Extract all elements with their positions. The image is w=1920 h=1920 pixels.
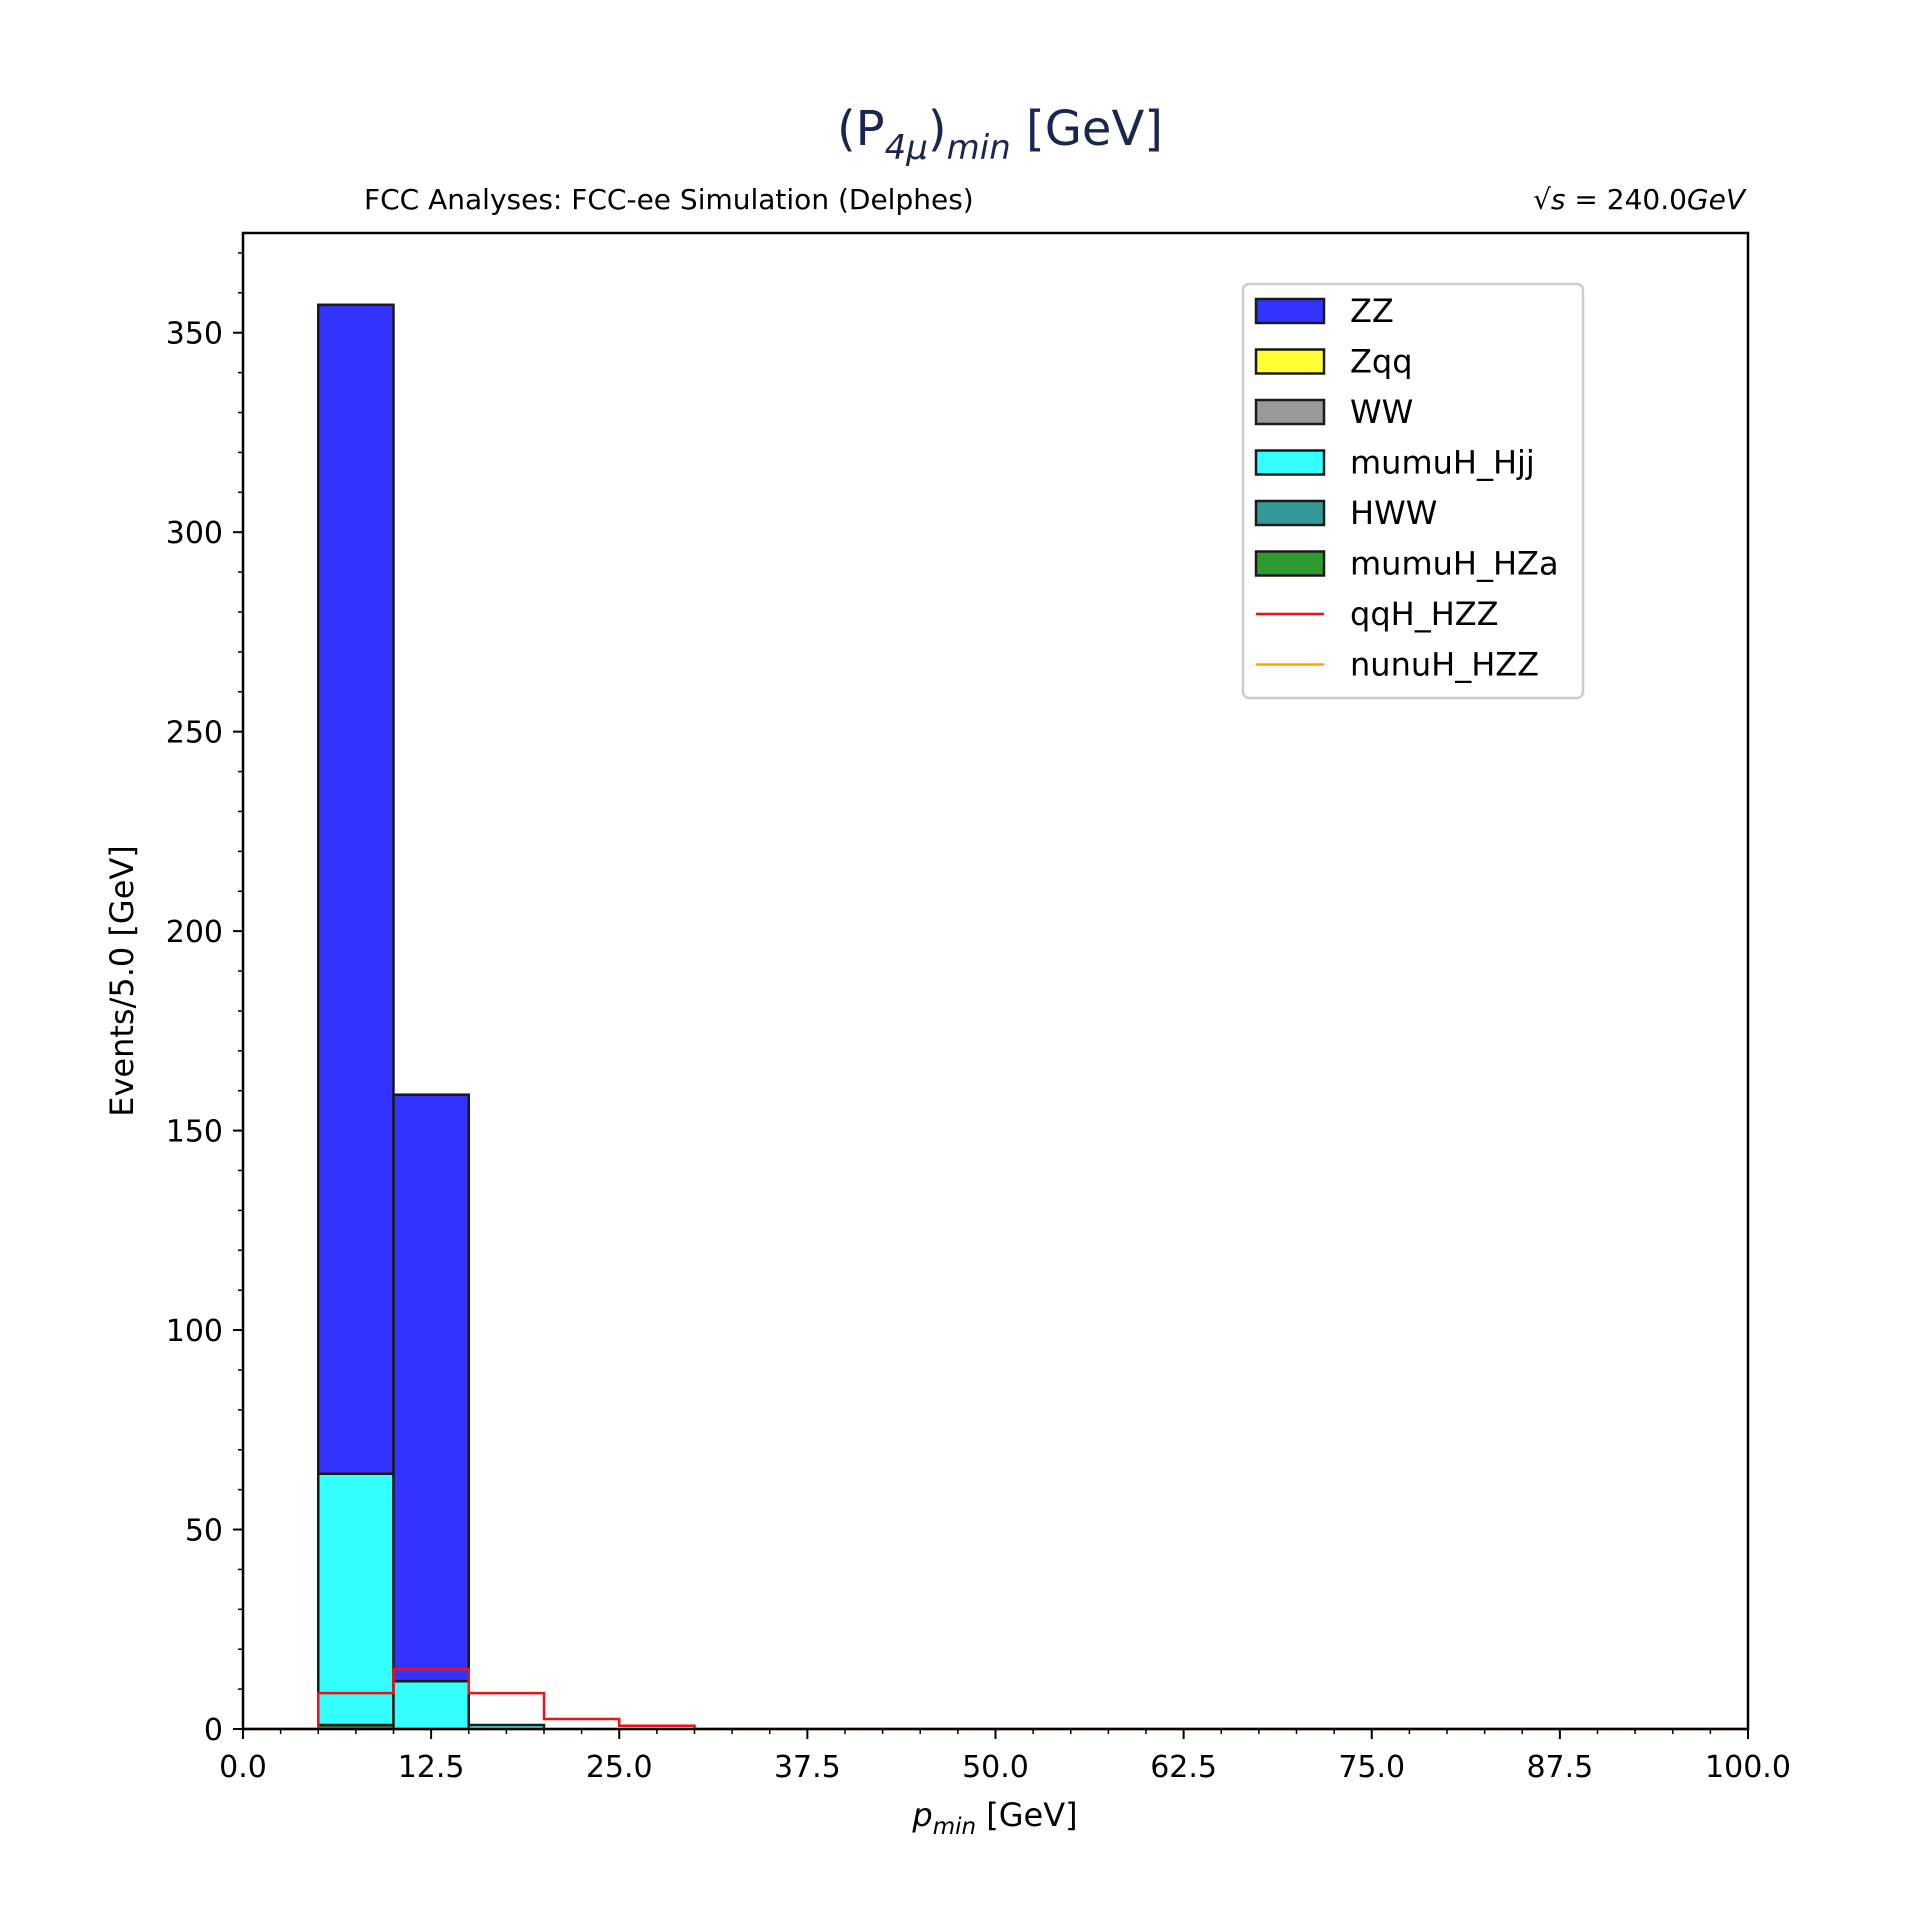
legend-label-Zqq: Zqq <box>1350 343 1413 381</box>
x-tick-label-7: 87.5 <box>1526 1750 1593 1785</box>
x-tick-label-0: 0.0 <box>219 1750 267 1785</box>
y-axis-ticks: 0 50 100 150 200 250 300 350 <box>166 252 243 1748</box>
histogram-bars <box>317 303 546 1731</box>
y-tick-label-2: 100 <box>166 1314 223 1349</box>
x-tick-label-6: 75.0 <box>1338 1750 1405 1785</box>
legend-box <box>1241 282 1585 700</box>
legend-label-nunuH_HZZ: nunuH_HZZ <box>1350 646 1539 684</box>
y-tick-label-1: 50 <box>185 1514 223 1549</box>
y-tick-label-0: 0 <box>204 1713 223 1748</box>
x-axis-label: pmin [GeV] <box>911 1796 1077 1840</box>
y-tick-label-5: 250 <box>166 716 223 751</box>
y-tick-label-3: 150 <box>166 1115 223 1150</box>
x-tick-label-8: 100.0 <box>1705 1750 1791 1785</box>
legend-label-mumuH_HZa: mumuH_HZa <box>1350 545 1559 583</box>
legend-swatch-Zqq <box>1254 348 1326 375</box>
x-tick-label-1: 12.5 <box>398 1750 465 1785</box>
x-tick-label-5: 62.5 <box>1150 1750 1217 1785</box>
legend-swatch-mumuH_HZa <box>1254 550 1326 577</box>
x-tick-label-4: 50.0 <box>962 1750 1029 1785</box>
y-axis-label: Events/5.0 [GeV] <box>103 845 141 1117</box>
series-ZZ <box>317 303 470 1683</box>
bar-mumuH_Hjj-1 <box>317 1472 395 1727</box>
legend-label-ZZ: ZZ <box>1350 292 1394 330</box>
y-tick-label-4: 200 <box>166 915 223 950</box>
x-tick-label-3: 37.5 <box>774 1750 841 1785</box>
subtitle-left: FCC Analyses: FCC-ee Simulation (Delphes… <box>364 183 974 216</box>
x-tick-label-2: 25.0 <box>586 1750 653 1785</box>
chart-title: (P4μ)min [GeV] <box>837 101 1163 168</box>
bar-ZZ-1 <box>317 303 395 1475</box>
y-tick-label-6: 300 <box>166 516 223 551</box>
x-axis-ticks: 0.0 12.5 25.0 37.5 50.0 62.5 75.0 87.5 100.0 <box>219 1729 1791 1785</box>
legend: ZZ Zqq WW mumuH_Hjj HWW mumuH_HZa qqH_HZZ nunuH… <box>1241 282 1585 700</box>
legend-swatch-mumuH_Hjj <box>1254 449 1326 476</box>
subtitle-right: √s = 240.0GeV <box>1533 183 1747 216</box>
legend-label-WW: WW <box>1350 393 1413 431</box>
y-tick-label-7: 350 <box>166 317 223 352</box>
bar-ZZ-2 <box>392 1093 470 1683</box>
legend-label-mumuH_Hjj: mumuH_Hjj <box>1350 444 1535 482</box>
legend-swatch-HWW <box>1254 499 1326 527</box>
legend-label-HWW: HWW <box>1350 494 1437 532</box>
legend-swatch-ZZ <box>1254 297 1326 325</box>
legend-label-qqH_HZZ: qqH_HZZ <box>1350 595 1499 633</box>
bar-mumuH_Hjj-2 <box>392 1679 470 1731</box>
legend-swatch-WW <box>1254 398 1326 426</box>
